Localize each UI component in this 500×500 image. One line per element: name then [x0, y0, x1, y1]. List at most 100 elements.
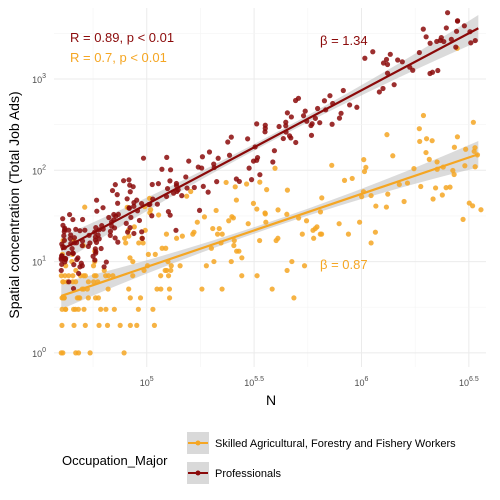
agri-data-point: [85, 295, 91, 301]
professionals-data-point: [302, 108, 308, 114]
professionals-data-point: [380, 85, 386, 92]
agri-data-point: [188, 188, 194, 195]
professionals-data-point: [69, 245, 75, 252]
professionals-data-point: [468, 40, 474, 46]
agri-data-point: [434, 159, 440, 165]
professionals-data-point: [336, 115, 343, 121]
agri-data-point: [123, 240, 129, 246]
agri-data-point: [254, 273, 260, 279]
professionals-data-point: [136, 217, 143, 224]
professionals-data-point: [438, 35, 444, 41]
professionals-data-point: [167, 178, 173, 184]
agri-data-point: [126, 286, 132, 292]
professionals-data-point: [173, 227, 179, 233]
professionals-data-point: [453, 44, 459, 50]
professionals-data-point: [257, 172, 263, 178]
professionals-data-point: [300, 113, 307, 119]
professionals-data-point: [60, 216, 66, 222]
professionals-data-point: [66, 279, 72, 285]
agri-data-point: [257, 179, 263, 185]
agri-data-point: [62, 273, 68, 279]
agri-data-point: [226, 218, 232, 224]
professionals-data-point: [383, 56, 390, 63]
agri-data-point: [432, 185, 439, 191]
professionals-data-point: [312, 115, 318, 121]
agri-data-point: [257, 237, 263, 244]
professionals-data-point: [472, 37, 478, 44]
agri-data-point: [430, 196, 436, 202]
x-tick-label: 105: [140, 376, 154, 388]
agri-data-point: [404, 180, 411, 186]
agri-data-point: [383, 204, 390, 210]
agri-data-point: [372, 229, 378, 235]
agri-data-point: [98, 306, 104, 312]
professionals-data-point: [164, 154, 170, 160]
agri-data-point: [301, 263, 308, 269]
agri-data-point: [59, 322, 65, 328]
professionals-data-point: [126, 205, 132, 211]
agri-data-point: [137, 295, 144, 301]
professionals-data-point: [62, 259, 68, 265]
agri-data-point: [203, 263, 209, 269]
legend-dot-agri: [195, 440, 201, 446]
y-tick-labels: 100 101 102 103: [32, 73, 46, 359]
agri-data-point: [81, 306, 87, 312]
agri-data-point: [173, 235, 180, 241]
professionals-data-point: [71, 262, 77, 268]
agri-data-point: [472, 164, 478, 170]
professionals-data-point: [327, 93, 333, 99]
legend-item-agri[interactable]: Skilled Agricultural, Forestry and Fishe…: [187, 432, 456, 454]
professionals-data-point: [191, 184, 197, 191]
agri-data-point: [463, 146, 469, 152]
agri-data-point: [396, 181, 402, 188]
agri-data-point: [284, 267, 290, 274]
professionals-data-point: [78, 260, 84, 266]
professionals-data-point: [60, 222, 66, 228]
agri-beta-annotation: β = 0.87: [320, 257, 368, 272]
professionals-data-point: [308, 122, 314, 129]
professionals-data-point: [384, 61, 391, 68]
professionals-data-point: [95, 232, 101, 238]
y-tick-label: 103: [32, 73, 46, 85]
professionals-data-point: [94, 208, 100, 214]
stat-annotations: R = 0.89, p < 0.01 R = 0.7, p < 0.01 β =…: [70, 30, 368, 272]
professionals-data-point: [184, 185, 190, 191]
agri-data-point: [194, 219, 200, 225]
agri-data-point: [210, 225, 216, 232]
professionals-data-point: [427, 40, 433, 46]
professionals-data-point: [71, 235, 78, 241]
agri-data-point: [368, 240, 374, 246]
professionals-data-point: [283, 123, 289, 129]
professionals-data-point: [416, 49, 422, 56]
agri-data-point: [390, 153, 396, 159]
agri-data-point: [429, 138, 435, 144]
agri-data-point: [136, 240, 142, 246]
agri-data-point: [231, 237, 237, 244]
professionals-data-point: [130, 184, 136, 190]
legend-item-professionals[interactable]: Professionals: [187, 462, 282, 484]
professionals-data-point: [288, 114, 294, 120]
agri-data-point: [82, 273, 88, 279]
agri-data-point: [478, 207, 484, 213]
professionals-data-point: [106, 214, 112, 221]
professionals-data-point: [109, 187, 116, 194]
legend-label-agri: Skilled Agricultural, Forestry and Fishe…: [215, 438, 456, 450]
x-tick-label: 105.5: [244, 376, 264, 388]
agri-data-point: [356, 219, 363, 225]
professionals-data-point: [293, 139, 299, 146]
agri-data-point: [82, 204, 88, 210]
agri-data-point: [317, 231, 323, 237]
professionals-data-point: [183, 174, 189, 180]
agri-data-point: [239, 273, 245, 279]
professionals-data-point: [155, 181, 161, 187]
professionals-data-point: [65, 250, 72, 257]
professionals-data-point: [139, 235, 145, 241]
professionals-data-point: [444, 10, 451, 16]
agri-data-point: [284, 211, 290, 217]
professionals-data-point: [461, 23, 467, 29]
agri-data-point: [91, 273, 97, 279]
professionals-data-point: [441, 38, 447, 45]
agri-data-point: [454, 134, 461, 140]
agri-data-point: [154, 286, 160, 292]
agri-data-point: [105, 286, 111, 292]
